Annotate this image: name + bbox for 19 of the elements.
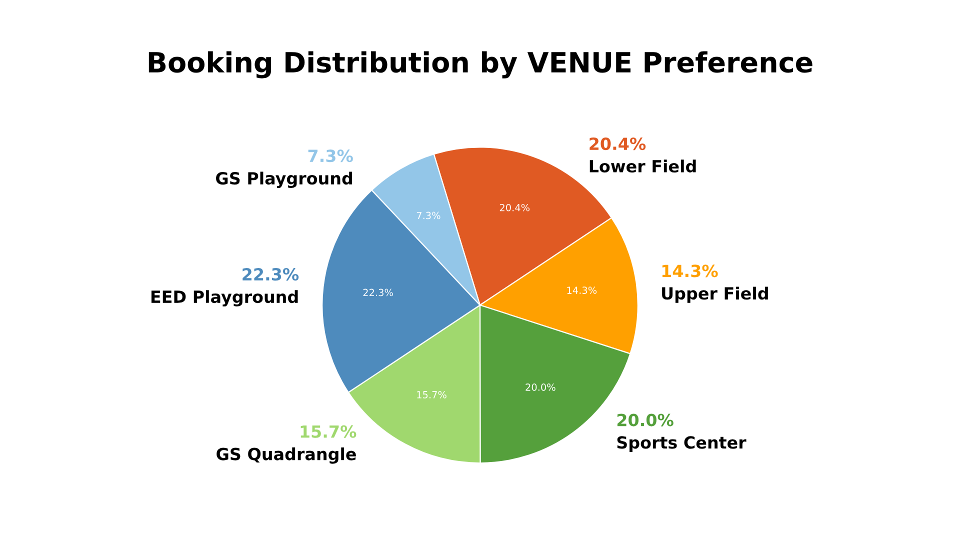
data-label: 7.3% [416,212,440,220]
text: 14.3% [662,264,718,278]
text: 15.7% [300,425,356,438]
data-label: 20.4% [500,204,530,212]
text: 20.0% [617,414,674,426]
data-label: 20.0% [526,384,556,391]
data-label: 14.3% [567,286,597,294]
data-label: 15.7% [417,391,446,398]
slice-label: Lower Field [590,160,696,173]
slice-label: Upper Field [662,286,768,303]
text: 22.3% [242,268,299,281]
slice-label: Sports Center [617,436,746,452]
data-label: 22.3% [363,288,393,296]
slice-label: GS Playground [216,172,352,188]
text: 7.3% [308,150,353,162]
chart-title: Booking Distribution by VENUE Preference [148,51,812,78]
slice-label: GS Quadrangle [216,447,356,464]
slice-label: EED Playground [151,290,298,306]
text: 20.4% [590,137,646,150]
